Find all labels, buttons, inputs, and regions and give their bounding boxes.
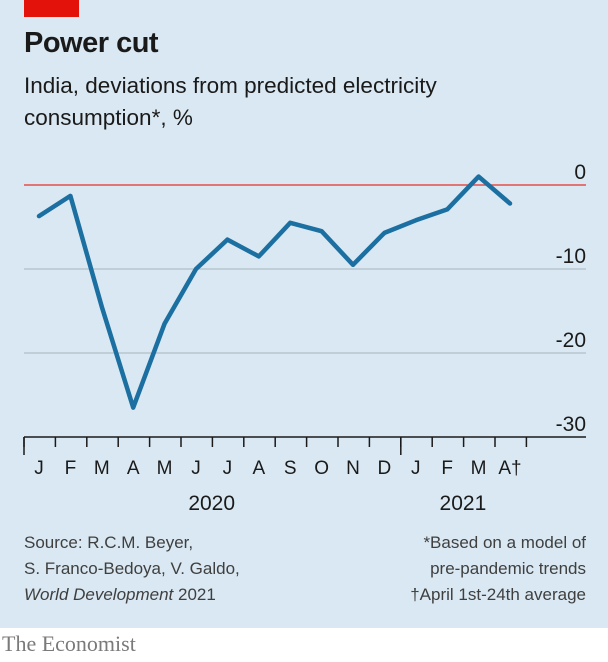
x-tick-label: M [157, 458, 173, 479]
source-year: 2021 [173, 585, 216, 604]
source-note: Source: R.C.M. Beyer, S. Franco-Bedoya, … [24, 530, 240, 608]
grid-lines [24, 268, 586, 354]
data-point [289, 222, 292, 224]
x-tick-label: A [252, 458, 265, 479]
series-line [36, 174, 513, 410]
x-tick-label: M [94, 458, 110, 479]
x-tick-label: F [441, 458, 453, 479]
data-point [446, 208, 449, 211]
year-label: 2020 [188, 492, 235, 515]
chart-panel [0, 0, 608, 628]
y-tick-label: -30 [556, 413, 586, 436]
chart-subtitle: India, deviations from predicted electri… [24, 73, 437, 130]
data-point [383, 232, 386, 234]
year-label: 2021 [440, 492, 487, 515]
data-point [69, 195, 72, 197]
footnote: *Based on a model of pre-pandemic trends… [410, 530, 586, 608]
x-tick-label: J [34, 458, 44, 479]
economist-brand: The Economist [2, 631, 136, 656]
source-line: S. Franco-Bedoya, V. Galdo, [24, 559, 240, 578]
x-tick-label: D [378, 458, 392, 479]
x-tick-label: J [223, 458, 233, 479]
brand-red-tab [24, 0, 79, 17]
x-tick-labels: J F M A M J J A S O N D J F M A†2020 2021 [34, 458, 521, 515]
x-tick-label: O [314, 458, 329, 479]
footnote-line: †April 1st-24th average [410, 585, 586, 604]
data-point [477, 175, 480, 178]
x-tick-label: A [127, 458, 140, 479]
x-tick-label: A† [498, 458, 521, 479]
data-point [38, 215, 40, 217]
footnote-line: pre-pandemic trends [430, 559, 586, 578]
y-tick-labels: 0 -10 -20 -30 [556, 161, 586, 436]
data-point [163, 322, 166, 325]
data-point [509, 202, 511, 205]
data-point [352, 264, 354, 266]
x-axis [23, 436, 586, 455]
x-tick-label: M [471, 458, 487, 479]
y-tick-label: 0 [574, 161, 586, 184]
y-tick-label: -20 [556, 329, 586, 352]
y-tick-label: -10 [556, 245, 586, 268]
chart-title: Power cut [24, 27, 159, 59]
x-tick-label: F [65, 458, 77, 479]
line-chart: 0-10-20-30 J F M A M J J A S O N D J F M A†2020 2021 [23, 161, 586, 515]
x-tick-label: J [191, 458, 201, 479]
data-point [226, 238, 229, 241]
data-point [195, 268, 197, 270]
data-point [258, 255, 260, 258]
x-tick-label: J [411, 458, 421, 479]
x-tick-label: N [346, 458, 360, 479]
source-line: Source: R.C.M. Beyer, [24, 533, 194, 552]
data-point [320, 230, 323, 232]
data-point [101, 306, 103, 308]
source-journal: World Development [24, 585, 174, 604]
source-line: World Development 2021 [24, 582, 240, 608]
data-point [415, 219, 417, 222]
data-point [132, 406, 134, 409]
series-layer [24, 174, 586, 410]
x-tick-label: S [284, 458, 297, 479]
footnote-line: *Based on a model of [423, 533, 586, 552]
